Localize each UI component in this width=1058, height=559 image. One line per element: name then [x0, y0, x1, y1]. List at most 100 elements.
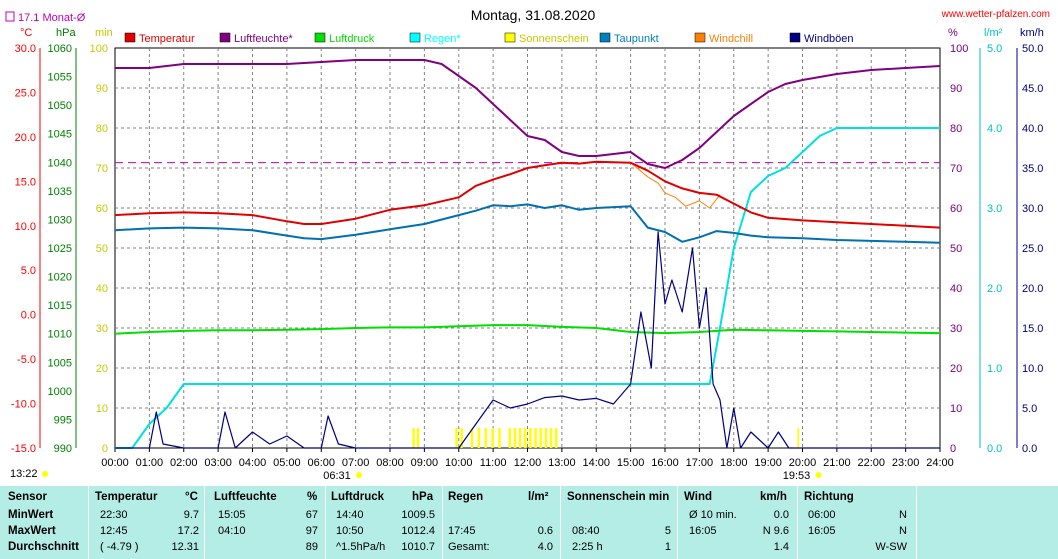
x-tick-label: 17:00 [686, 457, 714, 469]
statistics-table: Sensor Temperatur °C Luftfeuchte % Luftd… [0, 486, 1058, 559]
humidity-axis-tick-label: 20 [950, 363, 962, 375]
stat-temp-time: 12:45 [100, 525, 128, 537]
humidity-axis-tick-label: 60 [950, 203, 962, 215]
pressure-axis-tick-label: 990 [54, 443, 72, 455]
stat-dir-time: 06:00 [808, 509, 836, 521]
legend: Temperatur Luftfeuchte* Luftdruck Regen* Son… [5, 11, 854, 45]
legend-swatch [504, 32, 516, 43]
header-rain: Regen [448, 491, 484, 503]
sunshine-bar [797, 428, 800, 448]
wind-axis-tick-label: 40.0 [1022, 123, 1043, 135]
sunshine-bar [416, 428, 420, 448]
legend-swatch [314, 32, 326, 43]
stat-dir-time: 16:05 [808, 525, 836, 537]
stat-press-time: 14:40 [336, 509, 364, 521]
stat-rain-time: 17:45 [448, 525, 476, 537]
stat-press-time: ^1.5hPa/h [336, 541, 386, 553]
sunshine-bar [513, 428, 517, 448]
row-label: Durchschnitt [8, 541, 79, 553]
x-tick-label: 00:00 [101, 457, 129, 469]
pressure-axis-tick-label: 1010 [48, 329, 72, 341]
stat-temp-time: ( -4.79 ) [100, 541, 139, 553]
x-tick-label: 13:00 [548, 457, 576, 469]
x-tick-label: 05:00 [273, 457, 301, 469]
x-tick-label: 01:00 [136, 457, 164, 469]
wind-axis-tick-label: 20.0 [1022, 283, 1043, 295]
rain-axis-tick-label: 2.0 [987, 283, 1002, 295]
sunshine-bar [508, 428, 511, 448]
sunshine-bar [544, 428, 548, 448]
header-sunshine: Sonnenschein min [567, 491, 670, 503]
x-tick-label: 18:00 [720, 457, 748, 469]
temperature-line [114, 160, 941, 229]
header-direction: Richtung [804, 491, 854, 503]
legend-swatch [409, 32, 421, 43]
legend-swatch [219, 32, 231, 43]
humidity-axis-tick-label: 10 [950, 403, 962, 415]
rain-axis-tick-label: 1.0 [987, 363, 1002, 375]
humidity-line [115, 59, 941, 169]
header-wind-unit: km/h [760, 491, 787, 503]
chart-title: Montag, 31.08.2020 [471, 7, 596, 23]
sunshine-axis-tick-label: 60 [96, 203, 108, 215]
legend-swatch [694, 32, 706, 43]
pressure-axis-tick-label: 1055 [48, 72, 72, 84]
pressure-line [114, 324, 941, 335]
sunset-icon [815, 472, 822, 478]
stat-wind-time: Ø 10 min. [689, 509, 737, 521]
reference-label: 17.1 Monat-Ø [18, 12, 86, 24]
pressure-axis-tick-label: 995 [54, 414, 72, 426]
stat-sun-val: 1 [664, 541, 671, 553]
weather-chart: Temperatur Luftfeuchte* Luftdruck Regen* Son… [5, 7, 1050, 482]
temperature-axis-tick-label: -15.0 [11, 443, 36, 455]
rain-axis-tick-label: 0.0 [987, 443, 1002, 455]
x-tick-label: 23:00 [892, 457, 920, 469]
pressure-axis-tick-label: 1015 [48, 300, 72, 312]
stat-hum-val: 67 [305, 509, 318, 521]
stat-press-val: 1010.7 [401, 541, 435, 553]
temperature-axis-tick-label: 10.0 [15, 221, 36, 233]
rain-unit: l/m² [984, 27, 1003, 39]
x-tick-label: 14:00 [582, 457, 610, 469]
stat-hum-val: 97 [305, 525, 318, 537]
wind-gusts-line [115, 231, 940, 449]
stat-wind-time: 16:05 [689, 525, 717, 537]
pressure-axis-tick-label: 1020 [48, 272, 72, 284]
humidity-axis-tick-label: 0 [950, 443, 956, 455]
header-pressure: Luftdruck [331, 491, 385, 503]
rain-line [115, 127, 940, 449]
header-temperature: Temperatur [95, 491, 158, 503]
dewpoint-line [114, 203, 941, 244]
temperature-axis-tick-label: 25.0 [15, 87, 36, 99]
sunshine-bar [518, 428, 522, 448]
row-label: MaxWert [8, 525, 56, 537]
legend-swatch [599, 32, 611, 43]
pressure-axis-tick-label: 1030 [48, 214, 72, 226]
pressure-axis-tick-label: 1005 [48, 357, 72, 369]
x-tick-label: 11:00 [480, 457, 507, 469]
sunshine-bar [534, 428, 537, 448]
legend-swatch [124, 32, 136, 43]
header-pressure-unit: hPa [412, 491, 434, 503]
stat-hum-time: 15:05 [218, 509, 246, 521]
humidity-unit: % [948, 27, 958, 39]
sunshine-axis-tick-label: 0 [102, 443, 108, 455]
stat-sun-val: 5 [664, 525, 671, 537]
sunshine-bar [524, 428, 527, 448]
sunshine-bar [498, 428, 501, 448]
sunshine-bar [539, 428, 542, 448]
stat-temp-val: 9.7 [183, 509, 199, 521]
x-tick-label: 21:00 [823, 457, 851, 469]
sunshine-bar [477, 428, 481, 448]
wind-unit: km/h [1020, 27, 1044, 39]
temperature-axis-tick-label: 30.0 [15, 43, 36, 55]
stat-rain-val: 4.0 [537, 541, 553, 553]
stat-sun-time: 2:25 h [572, 541, 603, 553]
legend-label: Sonnenschein [519, 33, 589, 45]
stat-temp-val: 17.2 [177, 525, 199, 537]
pressure-unit: hPa [56, 27, 76, 39]
pressure-axis-tick-label: 1045 [48, 129, 72, 141]
x-tick-label: 09:00 [411, 457, 439, 469]
temperature-unit: °C [20, 27, 32, 39]
sunshine-unit: min [95, 27, 113, 39]
